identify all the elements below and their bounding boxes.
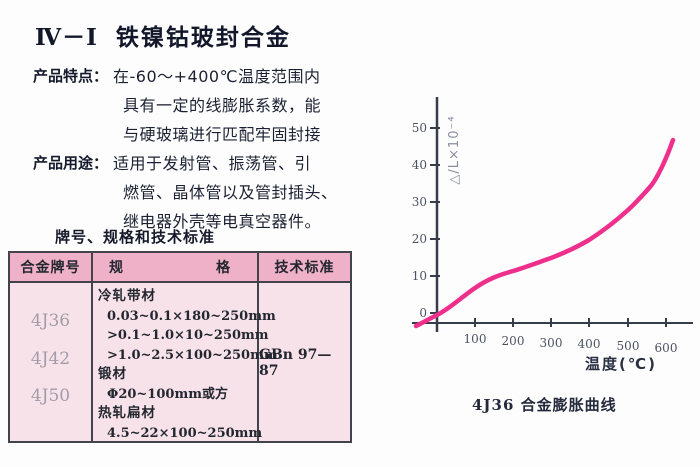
grade-column: 4J36 4J42 4J50 <box>10 283 93 443</box>
spec-line: 热轧扁材 <box>98 405 156 421</box>
alloy-spec-table: 合金牌号 规 格 技术标准 4J36 4J42 4J50 冷轧带材 0.03~0… <box>8 251 352 443</box>
x-tick-label: 400 <box>578 337 601 351</box>
spec-line: >0.1~1.0×10~250mm <box>107 328 269 343</box>
x-tick-marks <box>474 318 667 327</box>
expansion-curve <box>413 137 676 329</box>
uses-label: 产品用途： <box>33 154 109 172</box>
page-title-text: 铁镍钴玻封合金 <box>115 25 291 51</box>
section-number: Ⅳ－Ⅰ <box>35 24 98 51</box>
y-axis-title: △/L×10⁻⁴ <box>447 115 462 184</box>
features-line: 在-60～+400℃温度范围内 <box>113 67 321 86</box>
uses-line: 燃管、晶体管以及管封插头、 <box>123 183 338 202</box>
spec-line: 0.03~0.1×180~250mm <box>107 308 276 324</box>
y-tick-label: 50 <box>412 121 427 135</box>
y-tick-marks <box>430 127 440 314</box>
features-label: 产品特点： <box>33 67 109 85</box>
grade-label: 4J50 <box>30 386 71 406</box>
y-tick-label: 0 <box>419 306 427 320</box>
y-tick-label: 40 <box>412 158 427 172</box>
y-tick-label: 10 <box>412 269 427 283</box>
x-tick-label: 100 <box>464 332 487 346</box>
spec-line: 4.5~22×100~250mm <box>107 425 263 441</box>
uses-line: 继电器外壳等电真空器件。 <box>123 212 322 231</box>
uses-paragraph: 产品用途： 适用于发射管、振荡管、引 燃管、晶体管以及管封插头、 继电器外壳等电… <box>33 149 363 236</box>
features-text: 在-60～+400℃温度范围内 具有一定的线膨胀系数，能 与硬玻璃进行匹配牢固封… <box>113 62 321 149</box>
features-line: 与硬玻璃进行匹配牢固封接 <box>123 125 322 144</box>
x-axis-title: 温度(℃) <box>585 355 657 373</box>
table-header-standard: 技术标准 <box>259 253 350 283</box>
y-tick-label: 20 <box>412 232 427 246</box>
x-tick-label: 600 <box>655 341 678 355</box>
features-line: 具有一定的线膨胀系数，能 <box>123 96 322 115</box>
x-tick-label: 200 <box>502 334 525 348</box>
standard-value: GBn 97—87 <box>259 347 332 379</box>
x-tick-label: 500 <box>617 339 640 353</box>
uses-line: 适用于发射管、振荡管、引 <box>113 154 312 173</box>
table-header-spec: 规 格 <box>93 253 259 283</box>
spec-line: 冷轧带材 <box>98 288 156 304</box>
y-tick-label: 30 <box>412 195 427 209</box>
grade-label: 4J36 <box>30 311 71 331</box>
uses-text: 适用于发射管、振荡管、引 燃管、晶体管以及管封插头、 继电器外壳等电真空器件。 <box>113 149 338 236</box>
spec-line: 锻材 <box>98 366 127 382</box>
table-section-title: 牌号、规格和技术标准 <box>55 228 216 246</box>
x-tick-label: 300 <box>540 336 563 350</box>
table-header-spec-left: 规 <box>109 260 124 276</box>
table-header-grade: 合金牌号 <box>10 253 93 283</box>
spec-column: 冷轧带材 0.03~0.1×180~250mm >0.1~1.0×10~250m… <box>93 283 278 443</box>
features-paragraph: 产品特点： 在-60～+400℃温度范围内 具有一定的线膨胀系数，能 与硬玻璃进… <box>33 62 363 149</box>
spec-line: >1.0~2.5×100~250mm <box>107 347 278 363</box>
expansion-chart: 0 10 20 30 40 50 100 200 300 400 500 600… <box>412 97 693 373</box>
grade-label: 4J42 <box>30 349 71 369</box>
chart-caption: 4J36 合金膨胀曲线 <box>472 396 617 414</box>
spec-line: Φ20~100mm或方 <box>107 386 228 402</box>
page-title: Ⅳ－Ⅰ 铁镍钴玻封合金 <box>35 18 291 52</box>
table-header-spec-right: 格 <box>216 260 231 276</box>
